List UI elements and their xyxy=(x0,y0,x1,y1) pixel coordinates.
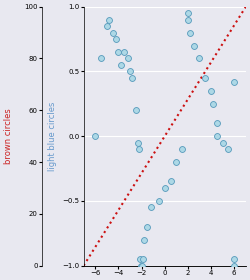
Point xyxy=(215,121,219,125)
Point xyxy=(215,134,219,138)
Point xyxy=(130,76,134,80)
Point xyxy=(122,50,126,54)
Point xyxy=(198,56,202,61)
Point xyxy=(226,147,230,151)
Point xyxy=(232,80,236,84)
Point xyxy=(114,37,118,41)
Point xyxy=(119,63,123,67)
Point xyxy=(212,102,216,106)
Point xyxy=(180,147,184,151)
Point xyxy=(128,69,132,74)
Point xyxy=(186,11,190,15)
Point xyxy=(168,179,172,184)
Point xyxy=(174,160,178,164)
Point xyxy=(188,30,192,35)
Point xyxy=(163,186,167,190)
Point xyxy=(110,30,114,35)
Point xyxy=(209,88,213,93)
Point xyxy=(221,140,225,145)
Point xyxy=(137,147,141,151)
Point xyxy=(138,257,142,262)
Y-axis label: brown circles: brown circles xyxy=(4,108,13,164)
Point xyxy=(93,134,97,138)
Point xyxy=(232,263,236,268)
Point xyxy=(126,56,130,61)
Point xyxy=(134,108,138,113)
Point xyxy=(142,237,146,242)
Point xyxy=(203,76,207,80)
Point xyxy=(232,257,236,262)
Point xyxy=(157,199,161,203)
Point xyxy=(140,263,143,268)
Point xyxy=(192,43,196,48)
Point xyxy=(116,50,120,54)
Point xyxy=(141,257,145,262)
Point xyxy=(99,56,103,61)
Point xyxy=(107,17,111,22)
Point xyxy=(186,17,190,22)
Point xyxy=(145,225,149,229)
Point xyxy=(139,263,143,268)
Point xyxy=(149,205,153,210)
Point xyxy=(136,140,140,145)
Point xyxy=(105,24,109,28)
Y-axis label: light blue circles: light blue circles xyxy=(48,101,57,171)
